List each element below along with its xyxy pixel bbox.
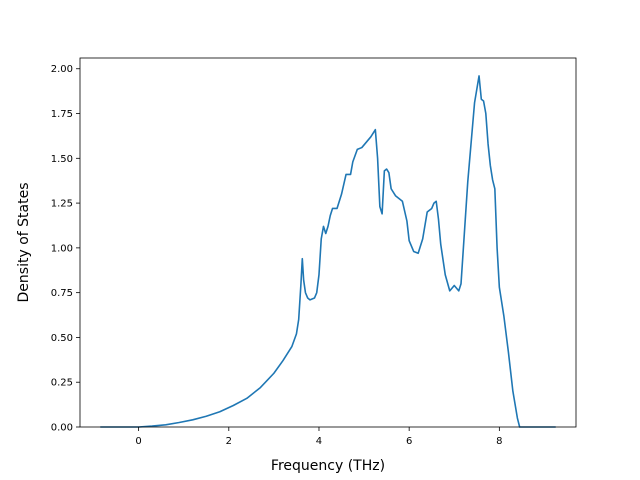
y-tick-label: 0.50 [51, 333, 73, 344]
y-tick-label: 1.25 [51, 199, 73, 210]
x-axis-label: Frequency (THz) [271, 458, 385, 474]
y-tick-label: 0.75 [51, 288, 73, 299]
x-tick-label: 6 [406, 436, 412, 447]
y-tick-label: 1.75 [51, 109, 73, 120]
x-axis-ticks: 0 2 4 6 8 [135, 427, 503, 447]
y-tick-label: 1.00 [51, 243, 73, 254]
plot-area [100, 75, 556, 428]
axes-frame [79, 57, 577, 428]
x-tick-label: 0 [135, 436, 141, 447]
x-tick-label: 2 [226, 436, 232, 447]
y-axis-label: Density of States [16, 183, 32, 303]
y-tick-label: 0.25 [51, 378, 73, 389]
y-tick-label: 0.00 [51, 423, 73, 434]
x-tick-label: 4 [316, 436, 322, 447]
x-tick-label: 8 [496, 436, 502, 447]
y-tick-label: 1.50 [51, 154, 73, 165]
dos-series-line [100, 75, 556, 428]
y-tick-label: 2.00 [51, 64, 73, 75]
y-axis-ticks: 0.00 0.25 0.50 0.75 1.00 1.25 1.50 1.75 2.00 [51, 64, 80, 434]
